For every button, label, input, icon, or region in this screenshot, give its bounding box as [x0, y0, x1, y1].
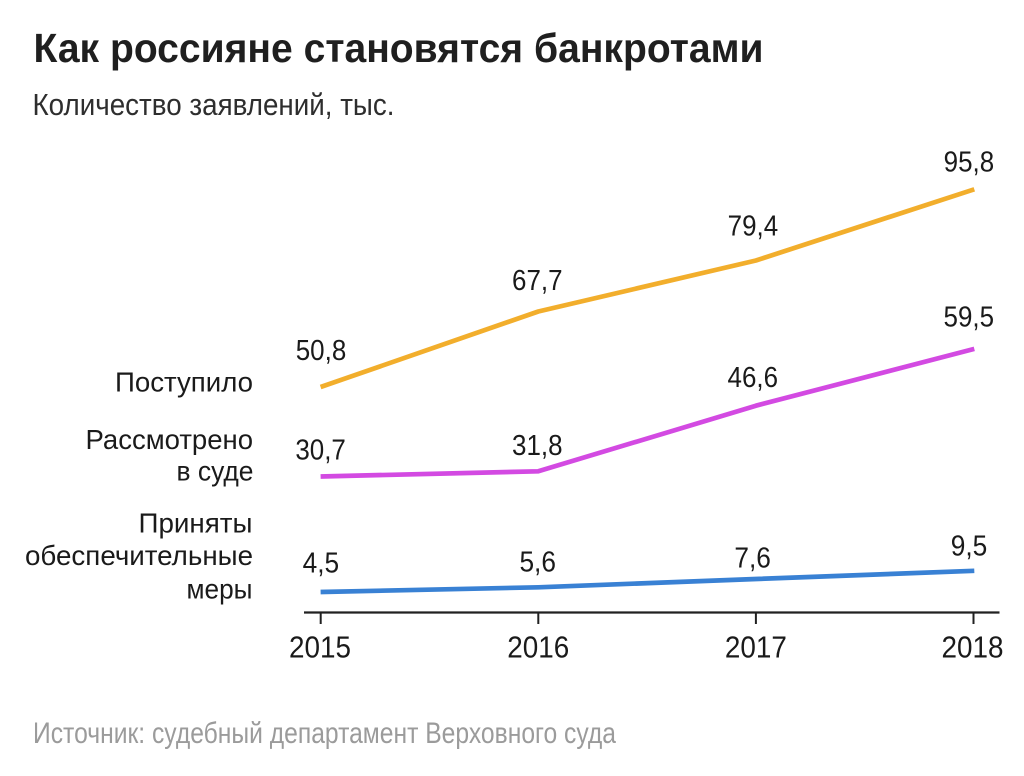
svg-text:50,8: 50,8 — [296, 335, 347, 367]
svg-text:46,6: 46,6 — [728, 362, 779, 394]
svg-text:31,8: 31,8 — [512, 430, 563, 462]
svg-text:Источник: судебный департамент: Источник: судебный департамент Верховног… — [33, 717, 616, 750]
svg-text:2018: 2018 — [942, 630, 1004, 665]
svg-text:59,5: 59,5 — [944, 302, 995, 334]
svg-text:2016: 2016 — [507, 630, 569, 665]
svg-text:4,5: 4,5 — [303, 548, 340, 580]
svg-text:95,8: 95,8 — [944, 147, 995, 179]
svg-text:обеспечительные: обеспечительные — [25, 540, 253, 571]
svg-text:7,6: 7,6 — [734, 543, 771, 575]
svg-text:79,4: 79,4 — [728, 211, 779, 243]
svg-text:9,5: 9,5 — [951, 531, 988, 563]
svg-text:меры: меры — [187, 573, 253, 604]
svg-text:5,6: 5,6 — [519, 547, 556, 579]
svg-text:30,7: 30,7 — [295, 435, 346, 467]
svg-text:Как россияне становятся банкро: Как россияне становятся банкротами — [34, 25, 764, 71]
svg-text:2017: 2017 — [725, 630, 787, 665]
svg-text:2015: 2015 — [289, 630, 351, 665]
svg-text:Рассмотрено: Рассмотрено — [86, 424, 254, 455]
svg-text:67,7: 67,7 — [512, 265, 563, 297]
svg-text:Количество заявлений, тыс.: Количество заявлений, тыс. — [33, 87, 395, 122]
svg-text:в суде: в суде — [177, 456, 254, 487]
svg-text:Поступило: Поступило — [115, 367, 253, 398]
svg-text:Приняты: Приняты — [139, 507, 253, 538]
